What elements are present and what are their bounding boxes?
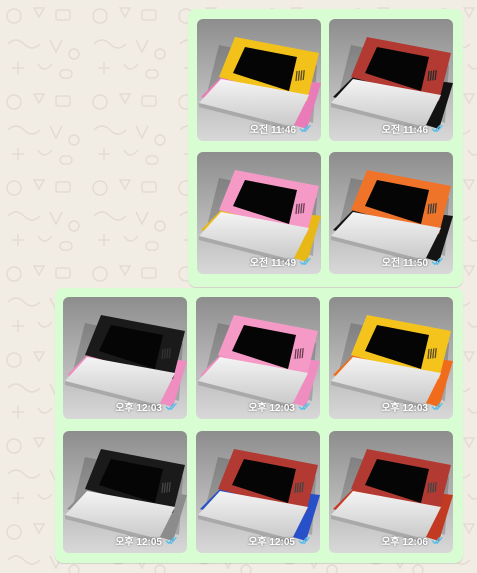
device-photo <box>329 19 453 141</box>
double-check-read-icon <box>431 536 443 545</box>
timestamp-text: 오전 11:46 <box>249 125 296 136</box>
device-photo <box>197 19 321 141</box>
timestamp-text: 오후 12:03 <box>115 403 162 414</box>
message-timestamp: 오전 11:46 <box>382 121 445 136</box>
timestamp-text: 오후 12:06 <box>381 537 428 548</box>
message-timestamp: 오전 11:49 <box>250 254 313 269</box>
timestamp-text: 오전 11:50 <box>381 258 428 269</box>
double-check-read-icon <box>431 257 443 266</box>
double-check-read-icon <box>298 402 310 411</box>
device-photo <box>196 297 320 419</box>
message-timestamp: 오후 12:03 <box>248 399 312 414</box>
double-check-read-icon <box>431 402 443 411</box>
message-timestamp: 오전 11:50 <box>382 254 445 269</box>
message-timestamp: 오후 12:03 <box>381 399 445 414</box>
photo-tile[interactable]: 오전 11:46 <box>329 19 453 141</box>
timestamp-text: 오후 12:05 <box>115 537 162 548</box>
message-timestamp: 오후 12:03 <box>115 399 179 414</box>
double-check-read-icon <box>298 536 310 545</box>
device-photo <box>63 431 187 553</box>
timestamp-text: 오후 12:03 <box>248 403 295 414</box>
photo-tile[interactable]: 오후 12:03 <box>329 297 453 419</box>
message-timestamp: 오후 12:05 <box>115 533 179 548</box>
timestamp-text: 오전 11:49 <box>249 258 296 269</box>
photo-tile[interactable]: 오후 12:03 <box>63 297 187 419</box>
photo-tile[interactable]: 오전 11:49 <box>197 152 321 274</box>
device-photo <box>329 431 453 553</box>
double-check-read-icon <box>299 257 311 266</box>
device-photo <box>196 431 320 553</box>
message-timestamp: 오후 12:06 <box>381 533 445 548</box>
double-check-read-icon <box>431 124 443 133</box>
photo-tile[interactable]: 오후 12:05 <box>63 431 187 553</box>
photo-tile[interactable]: 오후 12:03 <box>196 297 320 419</box>
double-check-read-icon <box>165 402 177 411</box>
message-timestamp: 오전 11:46 <box>250 121 313 136</box>
photo-tile[interactable]: 오전 11:46 <box>197 19 321 141</box>
device-photo <box>63 297 187 419</box>
timestamp-text: 오후 12:03 <box>381 403 428 414</box>
message-timestamp: 오후 12:05 <box>248 533 312 548</box>
timestamp-text: 오후 12:05 <box>248 537 295 548</box>
photo-tile[interactable]: 오후 12:06 <box>329 431 453 553</box>
timestamp-text: 오전 11:46 <box>381 125 428 136</box>
photo-tile[interactable]: 오후 12:05 <box>196 431 320 553</box>
photo-tile[interactable]: 오전 11:50 <box>329 152 453 274</box>
device-photo <box>329 152 453 274</box>
double-check-read-icon <box>299 124 311 133</box>
device-photo <box>197 152 321 274</box>
double-check-read-icon <box>165 536 177 545</box>
device-photo <box>329 297 453 419</box>
